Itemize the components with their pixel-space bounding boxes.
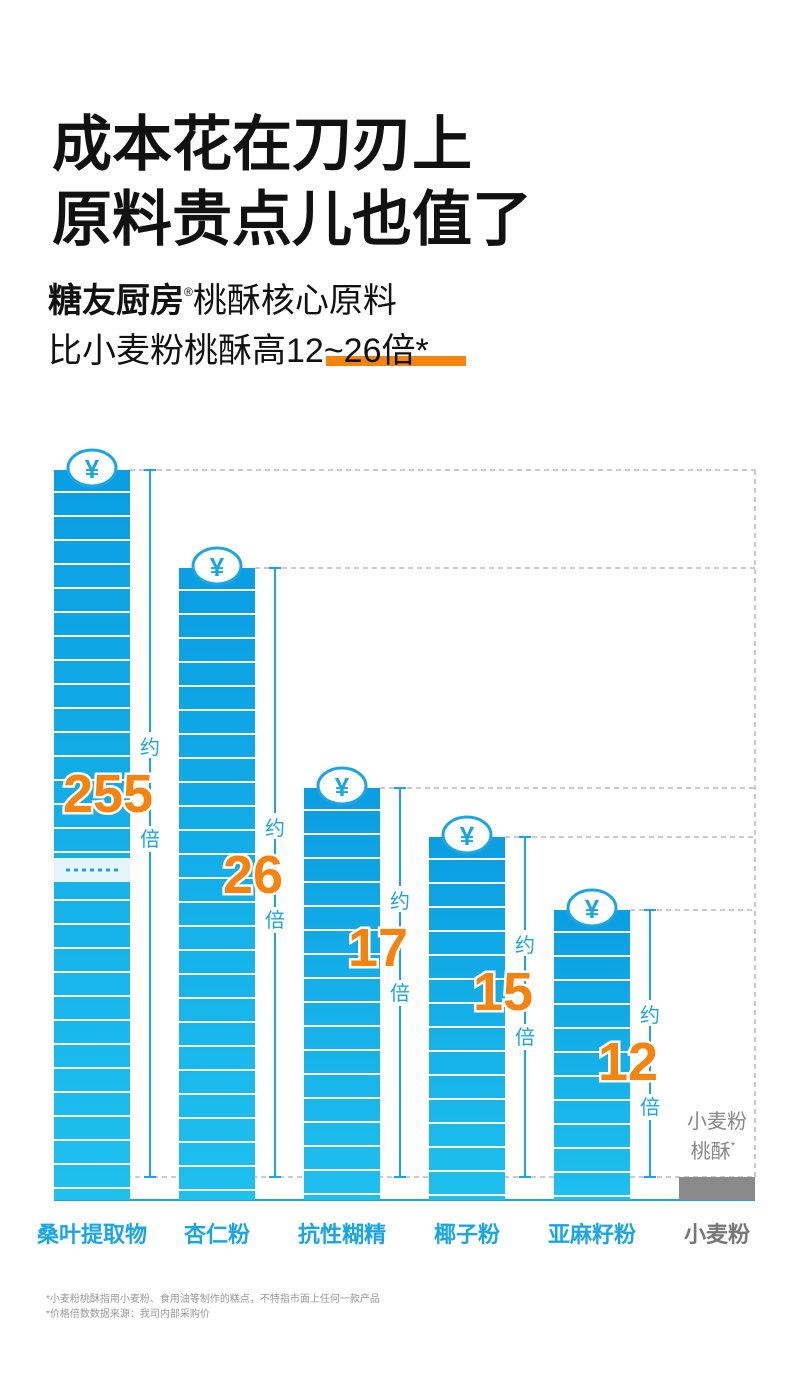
label-bg	[388, 886, 412, 912]
category-label: 抗性糊精	[298, 1222, 386, 1247]
subtitle-mark: *	[416, 332, 429, 370]
suffix: 倍	[640, 1096, 660, 1119]
suffix: 倍	[140, 828, 160, 851]
prefix: 约	[140, 736, 160, 759]
label-bg	[263, 907, 287, 933]
baseline-note: 桃酥*	[691, 1139, 736, 1163]
prefix: 约	[515, 934, 535, 957]
category-label: 桑叶提取物	[37, 1222, 147, 1247]
multiple-value: 17	[348, 918, 408, 978]
label-bg	[263, 813, 287, 839]
bar	[54, 470, 130, 1200]
coin	[191, 546, 243, 586]
bar	[304, 788, 380, 1200]
multiple-value: 26	[223, 845, 283, 905]
registered-mark: ®	[184, 285, 193, 299]
coin-symbol: ¥	[85, 454, 100, 484]
subtitle-text: 比小麦粉桃酥高	[48, 332, 286, 370]
coin	[316, 766, 368, 806]
category-label: 亚麻籽粉	[548, 1222, 636, 1247]
label-bg	[138, 826, 162, 852]
bar	[429, 837, 505, 1200]
coin-symbol: ¥	[210, 552, 225, 582]
prefix: 约	[265, 817, 285, 840]
label-bg	[513, 1024, 537, 1050]
category-label: 小麦粉	[684, 1222, 750, 1247]
subtitle-text: 桃酥核心原料	[193, 282, 397, 320]
coin	[566, 888, 618, 928]
coin	[441, 815, 493, 855]
bar	[554, 910, 630, 1200]
prefix: 约	[640, 1004, 660, 1027]
brand: 糖友厨房	[48, 282, 184, 320]
multiple-value: 255	[63, 764, 153, 824]
baseline-note-text: 桃酥	[691, 1140, 731, 1163]
label-bg	[638, 1094, 662, 1120]
baseline-bar	[679, 1177, 755, 1200]
label-bg	[138, 732, 162, 758]
multiple-value: 12	[598, 1032, 658, 1092]
footnote: *小麦粉桃酥指用小麦粉、食用油等制作的糕点，不特指市面上任何一款产品	[46, 1292, 380, 1305]
suffix: 倍	[515, 1026, 535, 1049]
highlight-underline	[326, 356, 466, 366]
suffix: 倍	[265, 909, 285, 932]
subtitle-highlight: 12~26倍	[286, 332, 416, 370]
subtitle: 比小麦粉桃酥高12~26倍*	[48, 332, 429, 370]
title: 成本花在刀刃上	[52, 111, 472, 178]
coin	[66, 448, 118, 488]
suffix: 倍	[390, 982, 410, 1005]
label-bg	[388, 980, 412, 1006]
title: 原料贵点儿也值了	[52, 186, 532, 253]
category-label: 椰子粉	[434, 1222, 500, 1247]
multiple-value: 15	[473, 962, 533, 1022]
coin-symbol: ¥	[460, 821, 475, 851]
footnote: *价格倍数数据来源：我司内部采购价	[46, 1307, 210, 1320]
coin-symbol: ¥	[585, 894, 600, 924]
label-bg	[513, 930, 537, 956]
label-bg	[638, 1000, 662, 1026]
baseline-note: 小麦粉	[687, 1110, 747, 1133]
baseline-note-mark: *	[731, 1139, 736, 1153]
prefix: 约	[390, 890, 410, 913]
coin-symbol: ¥	[335, 772, 350, 802]
subtitle: 糖友厨房®桃酥核心原料	[48, 282, 397, 320]
category-label: 杏仁粉	[184, 1222, 250, 1247]
